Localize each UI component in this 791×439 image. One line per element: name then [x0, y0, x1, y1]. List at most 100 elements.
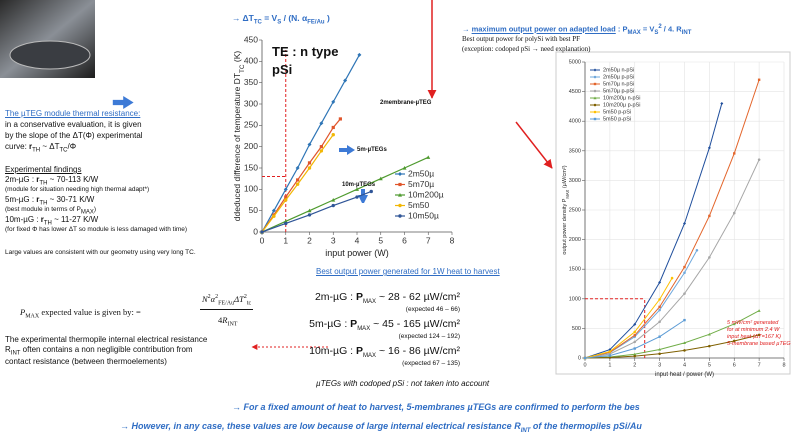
annotation: for at minimum 2.4 W — [727, 327, 780, 333]
y-tick-label: 500 — [572, 326, 581, 332]
marker — [271, 208, 276, 213]
text-run: 5m-µG : — [5, 195, 37, 204]
marker — [683, 292, 686, 295]
text-run: maximum output power on adapted load — [471, 24, 616, 34]
text-run: 5m-µG : — [309, 318, 351, 330]
text-run: / 4. R — [661, 24, 682, 34]
text-run: ~ 45 - 165 µW/cm² — [370, 318, 460, 330]
marker — [658, 298, 661, 301]
text-run: TH — [39, 200, 48, 207]
x-tick-label: 7 — [426, 236, 431, 246]
legend-label: 10m200µ — [408, 189, 444, 199]
text-run: of the thermopiles pSi/Au — [530, 421, 642, 431]
chart-inner-title: pSi — [272, 62, 292, 77]
formula-denominator: 4RINT — [218, 316, 237, 328]
blue-arrow — [112, 95, 134, 109]
x-tick-label: 3 — [331, 236, 336, 246]
text-run: MAX — [357, 326, 371, 333]
marker — [683, 349, 686, 352]
marker — [633, 322, 637, 326]
marker — [319, 149, 324, 153]
expected: (expected 67 – 135) — [402, 360, 460, 367]
marker — [732, 322, 736, 326]
series-line — [261, 118, 341, 233]
marker — [608, 354, 612, 357]
marker — [593, 103, 597, 107]
y-tick-label: 0 — [253, 226, 258, 236]
y-tick-label: 5000 — [569, 59, 581, 65]
text-run: MAX — [363, 299, 377, 306]
text-run: S — [654, 30, 659, 36]
x-tick-label: 6 — [402, 236, 407, 246]
text-run: often contains a non negligible contribu… — [20, 345, 193, 354]
text-run: N — [202, 293, 208, 304]
y-tick-label: 300 — [244, 98, 258, 108]
finding-note: (for fixed Φ has lower ΔT so module is l… — [5, 226, 187, 234]
marker — [357, 52, 362, 57]
legend-label: 10m50µ — [408, 210, 439, 220]
conclusion: → For a fixed amount of heat to harvest,… — [232, 403, 640, 412]
text-run: 10m-µG : — [309, 345, 357, 357]
text-run: expected value is given by: = — [39, 307, 141, 317]
marker — [593, 110, 597, 114]
series-line — [584, 159, 760, 359]
text-run: FE/Au — [307, 19, 325, 26]
y-tick-label: 400 — [244, 56, 258, 66]
text-run: INT — [520, 427, 531, 434]
marker — [593, 75, 597, 79]
blue-arrow — [339, 145, 355, 155]
text-run: → However, in any case, these values are… — [120, 421, 521, 431]
marker — [757, 333, 761, 337]
text-run: → For a fixed amount of heat to harvest,… — [232, 402, 640, 412]
text-run: r — [36, 195, 40, 204]
text-line: by the slope of the ΔT(Φ) experimental — [5, 131, 143, 140]
marker — [343, 78, 348, 83]
marker — [583, 356, 587, 360]
text-run: 2 — [207, 294, 211, 300]
text-run: → ΔT — [232, 13, 254, 23]
text-run: ~ ΔT — [40, 142, 60, 151]
marker — [331, 203, 335, 208]
marker — [658, 305, 661, 309]
finding: 10m-µG : rTH ~ 11-27 K/W — [5, 216, 98, 227]
x-tick-label: 4 — [683, 363, 686, 369]
marker — [296, 178, 300, 182]
text-run: FE/Au — [218, 300, 235, 307]
text-run: R — [222, 315, 228, 325]
marker — [683, 271, 686, 275]
marker — [608, 350, 612, 353]
marker — [307, 213, 312, 217]
legend-label: 5m70µ — [408, 179, 434, 189]
text-run: : P — [615, 24, 628, 34]
text-run: INT — [10, 350, 21, 357]
text-run: /Φ — [67, 142, 77, 151]
text-run: MAX — [627, 30, 641, 36]
marker — [708, 344, 711, 348]
text-run: TH — [39, 180, 48, 187]
legend-label: 5m50 p-pSi — [603, 109, 631, 115]
marker — [284, 198, 288, 202]
text-run: (best module in terms of P — [5, 206, 81, 213]
text-run: = V — [261, 13, 278, 23]
marker — [593, 68, 597, 72]
legend-label: 10m200µ p-pSi — [603, 102, 640, 108]
marker — [307, 166, 312, 170]
text-run: tc — [246, 300, 252, 307]
text-line: RINT often contains a non negligible con… — [5, 346, 193, 357]
legend-label: 2m50µ n-pSi — [603, 67, 634, 73]
text-run: 2 — [243, 294, 247, 300]
marker — [658, 308, 661, 312]
marker — [658, 335, 661, 338]
result: 2m-µG : PMAX ~ 28 - 62 µW/cm² — [315, 292, 460, 305]
x-tick-label: 4 — [355, 236, 360, 246]
chart-inner-title: TE : n type — [272, 44, 338, 59]
series-line — [584, 310, 760, 359]
y-tick-label: 3500 — [569, 148, 581, 154]
marker — [307, 142, 312, 147]
text-line: Best output power for polySi with best P… — [462, 35, 581, 43]
marker — [658, 347, 662, 351]
y-tick-label: 3000 — [569, 178, 581, 184]
marker — [732, 211, 736, 215]
